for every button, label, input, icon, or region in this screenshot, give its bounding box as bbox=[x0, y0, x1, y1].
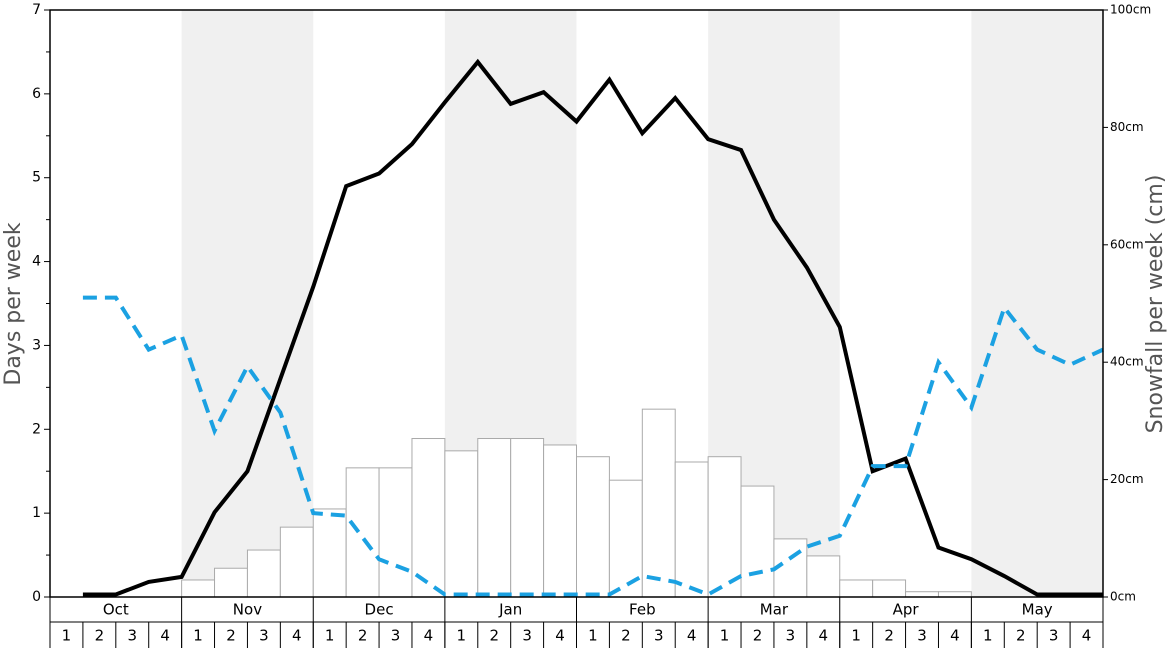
y-tick-label: 6 bbox=[32, 86, 41, 102]
bar bbox=[905, 591, 939, 598]
x-tick-label: 4 bbox=[160, 627, 170, 645]
x-tick-label: 2 bbox=[358, 627, 368, 645]
x-tick-label: 2 bbox=[884, 627, 894, 645]
month-label: Feb bbox=[629, 601, 656, 619]
y-axis-label: Days per week bbox=[1, 222, 26, 385]
month-label: Apr bbox=[893, 601, 920, 619]
x-tick-label: 2 bbox=[1016, 627, 1026, 645]
bar bbox=[279, 526, 314, 598]
bar bbox=[576, 456, 610, 598]
bar bbox=[674, 461, 709, 598]
x-tick-label: 2 bbox=[753, 627, 763, 645]
y2-tick-label: 40cm bbox=[1110, 355, 1144, 369]
bar bbox=[937, 591, 972, 598]
y2-tick-label: 0cm bbox=[1110, 590, 1136, 604]
y2-tick-label: 100cm bbox=[1110, 3, 1151, 17]
x-tick-label: 1 bbox=[983, 627, 993, 645]
y-tick-label: 4 bbox=[32, 254, 41, 270]
line bbox=[82, 58, 1103, 597]
x-tick-label: 3 bbox=[1049, 627, 1059, 645]
bar bbox=[214, 567, 248, 598]
month-shade bbox=[971, 10, 1103, 597]
bar bbox=[378, 467, 413, 598]
y-tick-label: 2 bbox=[32, 421, 41, 437]
bar bbox=[543, 444, 577, 598]
bar bbox=[477, 438, 512, 598]
x-tick-label: 1 bbox=[851, 627, 861, 645]
bar bbox=[872, 579, 907, 598]
month-label: Oct bbox=[103, 601, 129, 619]
bar bbox=[181, 579, 216, 598]
bar bbox=[707, 456, 742, 598]
x-tick-label: 4 bbox=[424, 627, 434, 645]
bar bbox=[312, 508, 347, 598]
x-tick-label: 2 bbox=[489, 627, 499, 645]
x-tick-label: 4 bbox=[819, 627, 829, 645]
x-tick-label: 3 bbox=[654, 627, 664, 645]
x-tick-label: 4 bbox=[950, 627, 960, 645]
y-tick-label: 1 bbox=[32, 505, 41, 521]
bar bbox=[345, 467, 380, 598]
y2-tick-label: 80cm bbox=[1110, 120, 1144, 134]
x-tick-label: 3 bbox=[391, 627, 401, 645]
bar bbox=[806, 555, 841, 598]
y-tick-label: 7 bbox=[32, 2, 41, 18]
bar bbox=[246, 549, 281, 598]
y2-axis-label: Snowfall per week (cm) bbox=[1143, 175, 1168, 434]
x-tick-label: 1 bbox=[193, 627, 203, 645]
month-label: May bbox=[1022, 601, 1053, 619]
x-tick-label: 4 bbox=[555, 627, 565, 645]
bar bbox=[641, 408, 676, 598]
x-tick-label: 4 bbox=[687, 627, 697, 645]
y-tick-label: 0 bbox=[32, 589, 41, 605]
x-tick-label: 1 bbox=[62, 627, 72, 645]
x-tick-label: 1 bbox=[457, 627, 467, 645]
x-tick-label: 1 bbox=[588, 627, 598, 645]
x-tick-label: 3 bbox=[127, 627, 137, 645]
y2-tick-label: 60cm bbox=[1110, 237, 1144, 251]
x-tick-label: 4 bbox=[1082, 627, 1092, 645]
bar bbox=[510, 438, 545, 598]
y-tick-label: 5 bbox=[32, 170, 41, 186]
x-tick-label: 3 bbox=[917, 627, 927, 645]
x-tick-label: 1 bbox=[720, 627, 730, 645]
line bbox=[82, 295, 1104, 597]
x-tick-label: 3 bbox=[786, 627, 796, 645]
month-shade bbox=[181, 10, 314, 597]
bar bbox=[839, 579, 874, 598]
x-tick-label: 2 bbox=[95, 627, 105, 645]
x-tick-label: 2 bbox=[621, 627, 631, 645]
x-tick-label: 3 bbox=[522, 627, 532, 645]
x-tick-label: 1 bbox=[325, 627, 335, 645]
month-label: Dec bbox=[365, 601, 394, 619]
bar bbox=[740, 485, 775, 598]
x-tick-label: 2 bbox=[226, 627, 236, 645]
x-tick-label: 4 bbox=[292, 627, 302, 645]
month-label: Nov bbox=[233, 601, 262, 619]
y-tick-label: 3 bbox=[32, 337, 41, 353]
bar bbox=[444, 450, 479, 598]
month-label: Mar bbox=[760, 601, 789, 619]
y2-tick-label: 20cm bbox=[1110, 472, 1144, 486]
month-label: Jan bbox=[498, 601, 522, 619]
x-tick-label: 3 bbox=[259, 627, 269, 645]
